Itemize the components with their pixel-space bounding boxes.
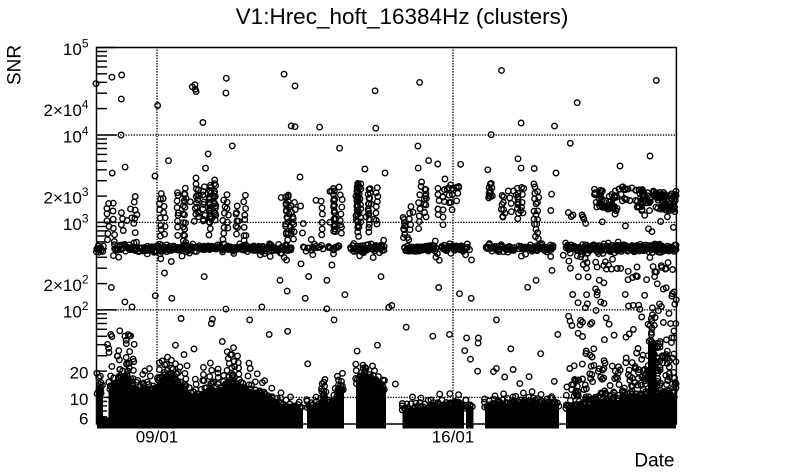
svg-text:10: 10 xyxy=(70,390,89,409)
svg-text:2×104: 2×104 xyxy=(44,98,89,121)
svg-text:V1:Hrec_hoft_16384Hz (clusters: V1:Hrec_hoft_16384Hz (clusters) xyxy=(236,4,569,29)
svg-text:16/01: 16/01 xyxy=(432,428,475,447)
svg-text:6: 6 xyxy=(79,409,88,428)
svg-text:09/01: 09/01 xyxy=(136,428,179,447)
svg-text:20: 20 xyxy=(70,364,89,383)
svg-text:SNR: SNR xyxy=(5,45,26,85)
svg-text:Date: Date xyxy=(634,450,674,471)
svg-text:2×102: 2×102 xyxy=(44,273,89,296)
svg-text:2×103: 2×103 xyxy=(44,185,89,208)
